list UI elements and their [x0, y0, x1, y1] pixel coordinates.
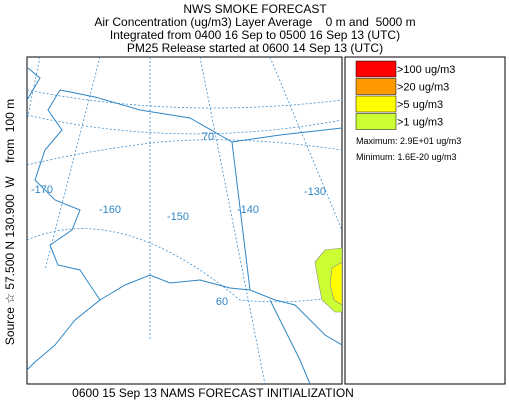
header-line: Integrated from 0400 16 Sep to 0500 16 S… [110, 28, 400, 42]
latitude-label: 60 [216, 296, 228, 308]
latitude-line [27, 114, 342, 135]
latitude-line [27, 139, 342, 166]
latitude-line [27, 228, 342, 303]
border [231, 141, 251, 291]
legend-label: >100 ug/m3 [397, 64, 455, 76]
longitude-label: -170 [31, 184, 53, 196]
map-frame [26, 56, 343, 385]
header-line: PM25 Release started at 0600 14 Sep 13 (… [127, 41, 383, 55]
longitude-label: -130 [304, 186, 326, 198]
latitude-line [27, 89, 342, 109]
smoke-plume-moderate [329, 261, 342, 306]
map-panel: -170 -160 -150 -140 -130 70 60 [26, 56, 343, 385]
legend-swatch [355, 95, 397, 113]
coastline [27, 89, 101, 371]
legend-label: >5 ug/m3 [397, 99, 443, 111]
footer: 0600 15 Sep 13 NAMS FORECAST INITIALIZAT… [72, 386, 354, 400]
legend-minimum: Minimum: 1.6E-20 ug/m3 [356, 152, 457, 162]
coastline [27, 67, 342, 143]
longitude-line [199, 57, 266, 384]
legend-swatch [355, 78, 397, 95]
legend: >100 ug/m3 >20 ug/m3 >5 ug/m3 >1 ug/m3 [355, 60, 455, 130]
legend-label: >1 ug/m3 [397, 117, 443, 129]
legend-swatch [355, 113, 397, 130]
title: NWS SMOKE FORECAST [183, 2, 327, 16]
source-label: Source ☆ 57.500 N 130.900 W from 100 m [3, 99, 17, 345]
coastline [269, 299, 311, 384]
coastline [99, 274, 342, 346]
longitude-label: -140 [237, 204, 259, 216]
longitude-line [44, 57, 101, 271]
longitude-label: -150 [167, 211, 189, 223]
legend-swatch [355, 60, 397, 78]
longitude-line [269, 57, 342, 231]
longitude-label: -160 [99, 204, 121, 216]
legend-label: >20 ug/m3 [397, 82, 449, 94]
header-line: Air Concentration (ug/m3) Layer Average … [94, 15, 415, 29]
legend-maximum: Maximum: 2.9E+01 ug/m3 [356, 136, 461, 146]
latitude-label: 70 [202, 131, 214, 143]
